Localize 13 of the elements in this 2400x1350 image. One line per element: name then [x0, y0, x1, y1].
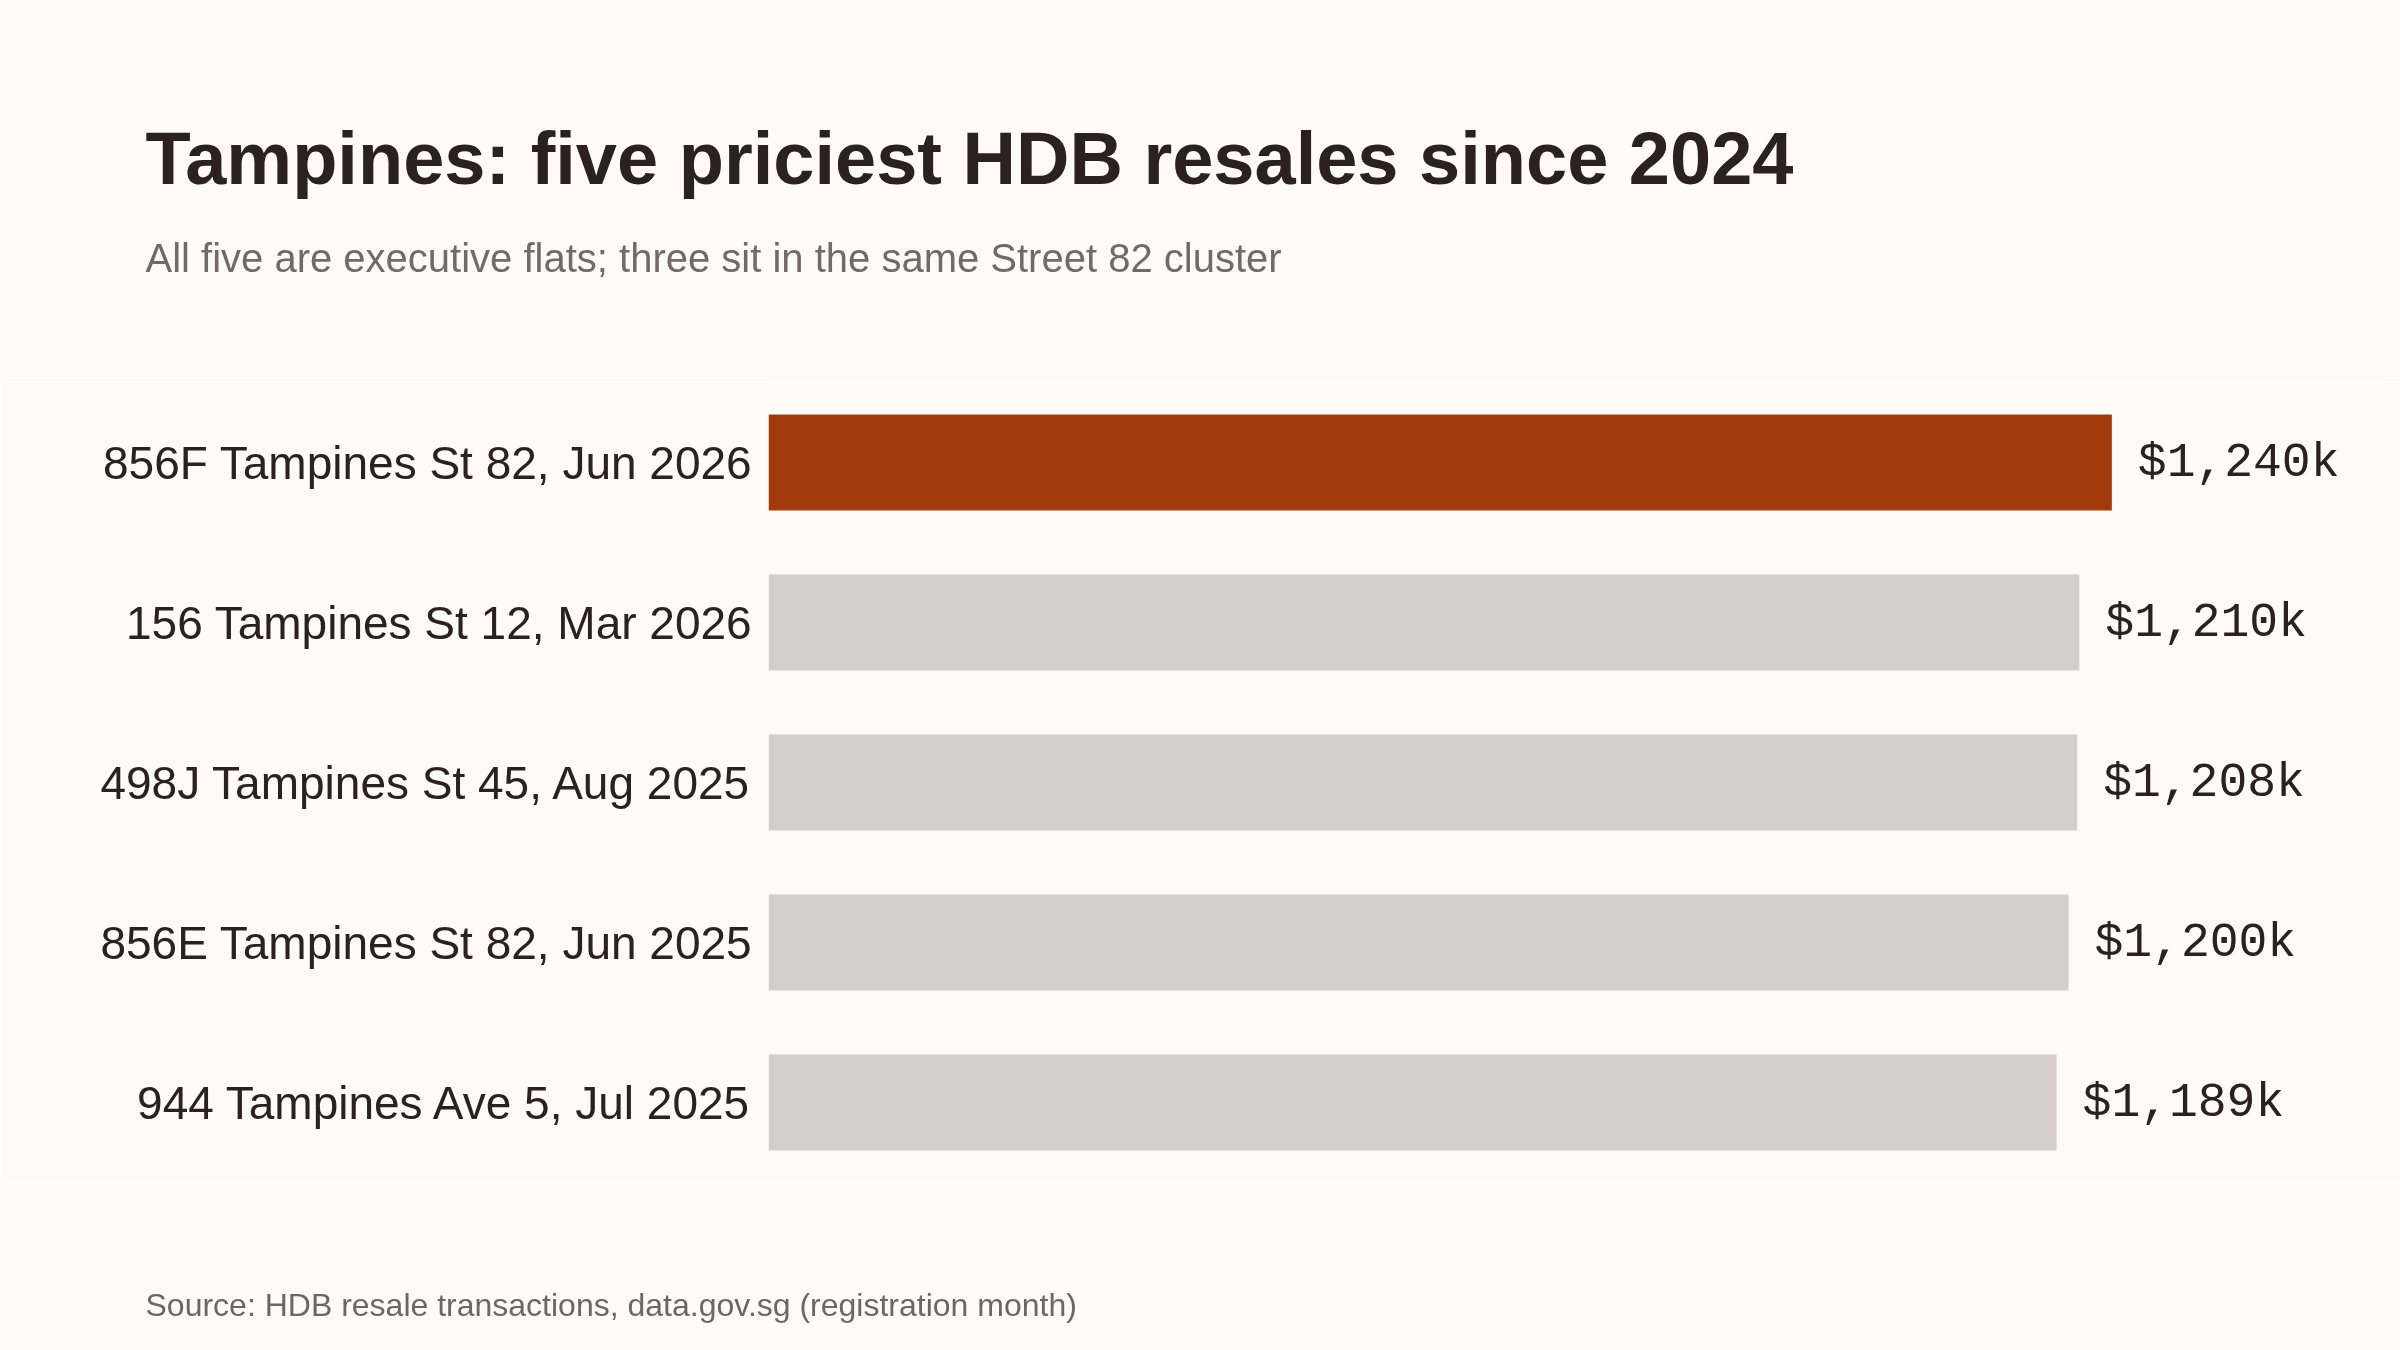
chart-title: Tampines: five priciest HDB resales since 2024: [145, 117, 1794, 200]
data-label: $1,208k: [2103, 755, 2305, 810]
data-label: $1,200k: [2094, 915, 2297, 970]
y-tick-label: 856E Tampines St 82, Jun 2025: [100, 916, 752, 969]
y-tick-label: 498J Tampines St 45, Aug 2025: [100, 756, 750, 809]
chart-subtitle: All five are executive flats; three sit in the same Street 82 cluster: [145, 235, 1282, 280]
data-label: $1,189k: [2082, 1075, 2285, 1130]
data-label: $1,210k: [2105, 595, 2307, 650]
source-note: Source: HDB resale transactions, data.gov.sg (registration month): [145, 1286, 1077, 1323]
y-tick-label: 856F Tampines St 82, Jun 2026: [102, 436, 752, 489]
y-tick-label: 156 Tampines St 12, Mar 2026: [126, 596, 752, 649]
y-tick-label: 944 Tampines Ave 5, Jul 2025: [137, 1076, 750, 1129]
data-label: $1,240k: [2137, 435, 2340, 490]
